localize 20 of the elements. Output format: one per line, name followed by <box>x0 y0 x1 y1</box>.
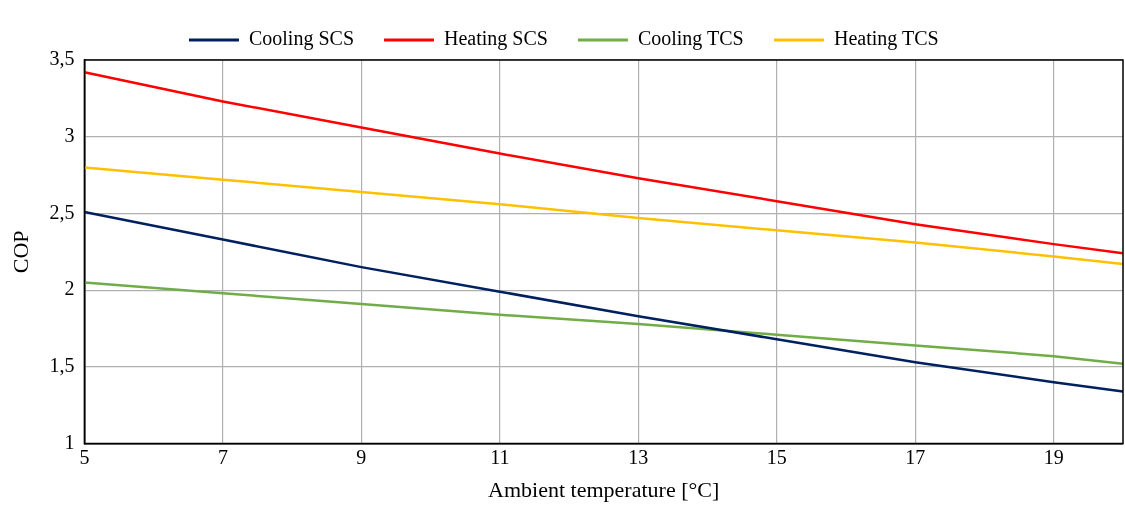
x-tick-label: 9 <box>356 445 367 468</box>
y-tick-label: 1 <box>64 430 75 453</box>
x-tick-label: 5 <box>79 445 90 468</box>
y-tick-label: 1,5 <box>49 354 75 377</box>
legend-label: Heating TCS <box>834 27 939 51</box>
y-tick-label: 3,5 <box>49 47 75 70</box>
x-tick-label: 15 <box>766 445 787 468</box>
y-tick-label: 3 <box>64 123 75 146</box>
x-tick-label: 13 <box>628 445 649 468</box>
x-tick-label: 7 <box>217 445 228 468</box>
legend-label: Cooling SCS <box>248 27 355 51</box>
x-tick-label: 11 <box>490 445 510 468</box>
x-axis-title: Ambient temperature [°C] <box>488 476 720 502</box>
legend-label: Heating SCS <box>444 27 548 51</box>
x-tick-label: 19 <box>1043 445 1064 468</box>
y-tick-label: 2,5 <box>49 200 75 223</box>
y-tick-label: 2 <box>64 277 75 300</box>
legend-label: Cooling TCS <box>637 27 744 51</box>
y-axis-title: COP <box>7 230 33 274</box>
x-tick-label: 17 <box>905 445 926 468</box>
